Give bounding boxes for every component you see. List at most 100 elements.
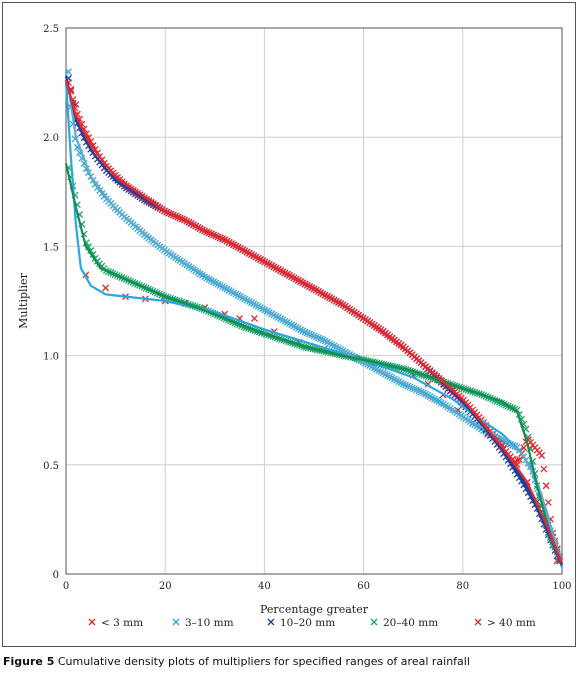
marker-stroke <box>251 315 258 322</box>
y-tick-label: 1.5 <box>43 242 59 253</box>
fit-curve <box>64 75 564 566</box>
data-point <box>520 444 528 452</box>
fit-curve <box>64 80 564 564</box>
y-tick-label: 2.0 <box>43 133 59 144</box>
legend-item: 10–20 mm <box>267 617 335 629</box>
marker-stroke <box>513 406 521 414</box>
marker-stroke <box>435 398 443 405</box>
x-tick-label: 80 <box>456 581 469 592</box>
legend-label: > 40 mm <box>487 617 536 629</box>
data-point <box>251 315 258 322</box>
legend-item: > 40 mm <box>474 617 536 629</box>
marker-stroke <box>71 135 79 143</box>
legend-label: 10–20 mm <box>280 617 335 629</box>
marker-stroke <box>82 239 90 247</box>
marker-stroke <box>424 380 432 388</box>
marker-stroke <box>91 180 99 188</box>
marker-stroke <box>102 284 110 292</box>
marker-stroke <box>207 277 215 284</box>
figure-caption: Figure 5 Cumulative density plots of mul… <box>3 655 577 668</box>
series-markers <box>67 85 561 565</box>
data-point <box>538 452 546 459</box>
figure-frame: 0 20 40 60 80 100 0 0.5 1.0 1.5 2.0 2.5 Percentage … <box>2 2 576 647</box>
marker-stroke <box>431 395 438 403</box>
legend-item: < 3 mm <box>88 617 143 629</box>
legend-marker <box>267 618 275 626</box>
marker-stroke <box>515 410 523 418</box>
marker-stroke <box>428 394 436 402</box>
figure-caption-label: Figure 5 <box>3 655 55 668</box>
marker-stroke <box>89 251 97 258</box>
chart: 0 20 40 60 80 100 0 0.5 1.0 1.5 2.0 2.5 Percentage … <box>17 24 572 629</box>
marker-stroke <box>424 391 432 399</box>
x-tick-label: 0 <box>63 581 69 592</box>
marker-stroke <box>491 396 499 404</box>
marker-stroke <box>500 400 508 408</box>
data-point <box>544 499 552 506</box>
plot-border <box>65 27 563 575</box>
legend-label: < 3 mm <box>101 617 143 629</box>
y-tick-label: 0 <box>53 570 59 581</box>
marker-stroke <box>419 389 427 397</box>
marker-stroke <box>82 165 90 173</box>
data-point <box>515 456 523 464</box>
legend-item: 20–40 mm <box>370 617 438 629</box>
legend-marker <box>88 618 96 626</box>
series-markers <box>65 74 563 565</box>
data-point <box>540 465 548 473</box>
legend-marker <box>172 618 180 626</box>
series-markers <box>65 164 561 556</box>
legend-marker <box>474 618 482 626</box>
grid <box>66 28 562 574</box>
marker-stroke <box>500 437 508 445</box>
legend-marker <box>370 618 378 626</box>
legend-label: 3–10 mm <box>185 617 234 629</box>
legend-label: 20–40 mm <box>383 617 438 629</box>
marker-stroke <box>88 618 96 626</box>
marker-stroke <box>520 444 528 452</box>
x-tick-label: 100 <box>552 581 571 592</box>
marker-stroke <box>433 396 441 404</box>
legend-item: 3–10 mm <box>172 617 234 629</box>
legend: < 3 mm 3–10 mm 10–20 mm 20–40 mm > 40 mm <box>88 617 536 629</box>
series-markers <box>65 79 563 560</box>
marker-stroke <box>201 273 209 281</box>
marker-stroke <box>267 618 275 626</box>
marker-stroke <box>240 323 248 331</box>
marker-stroke <box>540 465 548 473</box>
fit-curve <box>64 163 564 564</box>
marker-stroke <box>91 145 99 153</box>
fit-curve <box>64 82 564 568</box>
data-markers <box>65 68 563 565</box>
marker-stroke <box>515 456 523 464</box>
y-tick-label: 0.5 <box>43 461 59 472</box>
marker-stroke <box>542 482 550 490</box>
marker-stroke <box>426 393 434 401</box>
x-tick-label: 40 <box>258 581 271 592</box>
y-tick-label: 2.5 <box>43 24 59 35</box>
y-axis-title: Multiplier <box>17 272 30 328</box>
data-point <box>513 406 521 414</box>
marker-stroke <box>437 399 445 407</box>
marker-stroke <box>203 274 211 282</box>
marker-stroke <box>422 390 430 398</box>
marker-stroke <box>205 275 213 283</box>
data-point <box>542 482 550 490</box>
figure-caption-text: Cumulative density plots of multipliers … <box>57 655 470 668</box>
marker-stroke <box>80 230 88 238</box>
y-tick-label: 1.0 <box>43 352 59 363</box>
marker-stroke <box>474 618 482 626</box>
series-markers <box>65 68 563 560</box>
tick-labels: 0 20 40 60 80 100 0 0.5 1.0 1.5 2.0 2.5 <box>43 24 571 592</box>
fit-curves-top <box>64 71 564 568</box>
x-tick-label: 60 <box>357 581 370 592</box>
marker-stroke <box>544 499 552 506</box>
marker-stroke <box>172 618 180 626</box>
data-point <box>102 284 110 292</box>
x-axis-title: Percentage greater <box>260 603 369 616</box>
fit-curve <box>64 71 564 564</box>
marker-stroke <box>529 457 537 465</box>
marker-stroke <box>538 452 546 459</box>
marker-stroke <box>511 405 519 413</box>
marker-stroke <box>370 618 378 626</box>
